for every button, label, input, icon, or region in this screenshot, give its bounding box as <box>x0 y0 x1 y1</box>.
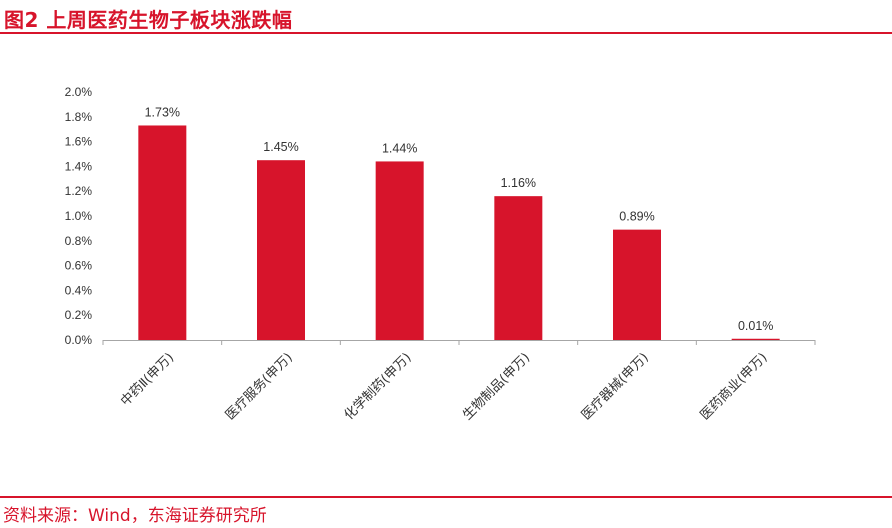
data-labels: 1.73% 1.45% 1.44% 1.16% 0.89% 0.01% <box>145 105 774 332</box>
bar <box>613 229 661 340</box>
category-label: 医疗器械(申万) <box>579 350 652 423</box>
figure-header: 图2 上周医药生物子板块涨跌幅 <box>0 0 892 36</box>
bar <box>731 338 780 340</box>
footer-rule <box>0 496 892 498</box>
y-tick-label: 1.6% <box>65 135 93 149</box>
y-tick-label: 0.8% <box>65 234 93 248</box>
y-tick-label: 1.8% <box>65 110 93 124</box>
bar <box>375 161 424 340</box>
bar <box>494 196 543 340</box>
category-label: 生物制品(申万) <box>460 350 533 423</box>
figure-title: 图2 上周医药生物子板块涨跌幅 <box>4 8 293 32</box>
y-tick-label: 1.2% <box>65 184 93 198</box>
data-label: 1.16% <box>501 176 536 190</box>
y-tick-label: 0.4% <box>65 283 93 297</box>
data-label: 1.44% <box>382 141 417 155</box>
x-axis: 中药Ⅱ(申万) 医疗服务(申万) 化学制药(申万) 生物制品(申万) 医疗器械(申万) 医… <box>102 340 816 424</box>
y-tick-label: 1.0% <box>65 209 93 223</box>
bar-chart: 0.0% 0.2% 0.4% 0.6% 0.8% 1.0% 1.2% 1.4% 1.6% 1.8%… <box>65 85 816 424</box>
y-tick-label: 0.0% <box>65 333 93 347</box>
category-label: 化学制药(申万) <box>341 350 415 424</box>
figure-source: 资料来源：Wind，东海证券研究所 <box>3 506 267 526</box>
category-label: 医疗服务(申万) <box>222 350 296 424</box>
y-tick-label: 2.0% <box>65 85 93 99</box>
data-label: 0.01% <box>738 319 773 333</box>
bar <box>257 160 305 340</box>
y-tick-label: 0.6% <box>65 259 93 273</box>
data-label: 1.73% <box>145 105 180 119</box>
category-label: 医药商业(申万) <box>698 350 771 423</box>
header-rule <box>0 32 892 34</box>
data-label: 0.89% <box>619 210 654 224</box>
category-label: 中药Ⅱ(申万) <box>118 350 177 409</box>
bar-series <box>138 125 780 340</box>
bar <box>138 125 187 340</box>
y-tick-label: 0.2% <box>65 308 93 322</box>
y-axis: 0.0% 0.2% 0.4% 0.6% 0.8% 1.0% 1.2% 1.4% 1.6% 1.8%… <box>65 85 93 347</box>
data-label: 1.45% <box>263 140 298 154</box>
y-tick-label: 1.4% <box>65 159 93 173</box>
